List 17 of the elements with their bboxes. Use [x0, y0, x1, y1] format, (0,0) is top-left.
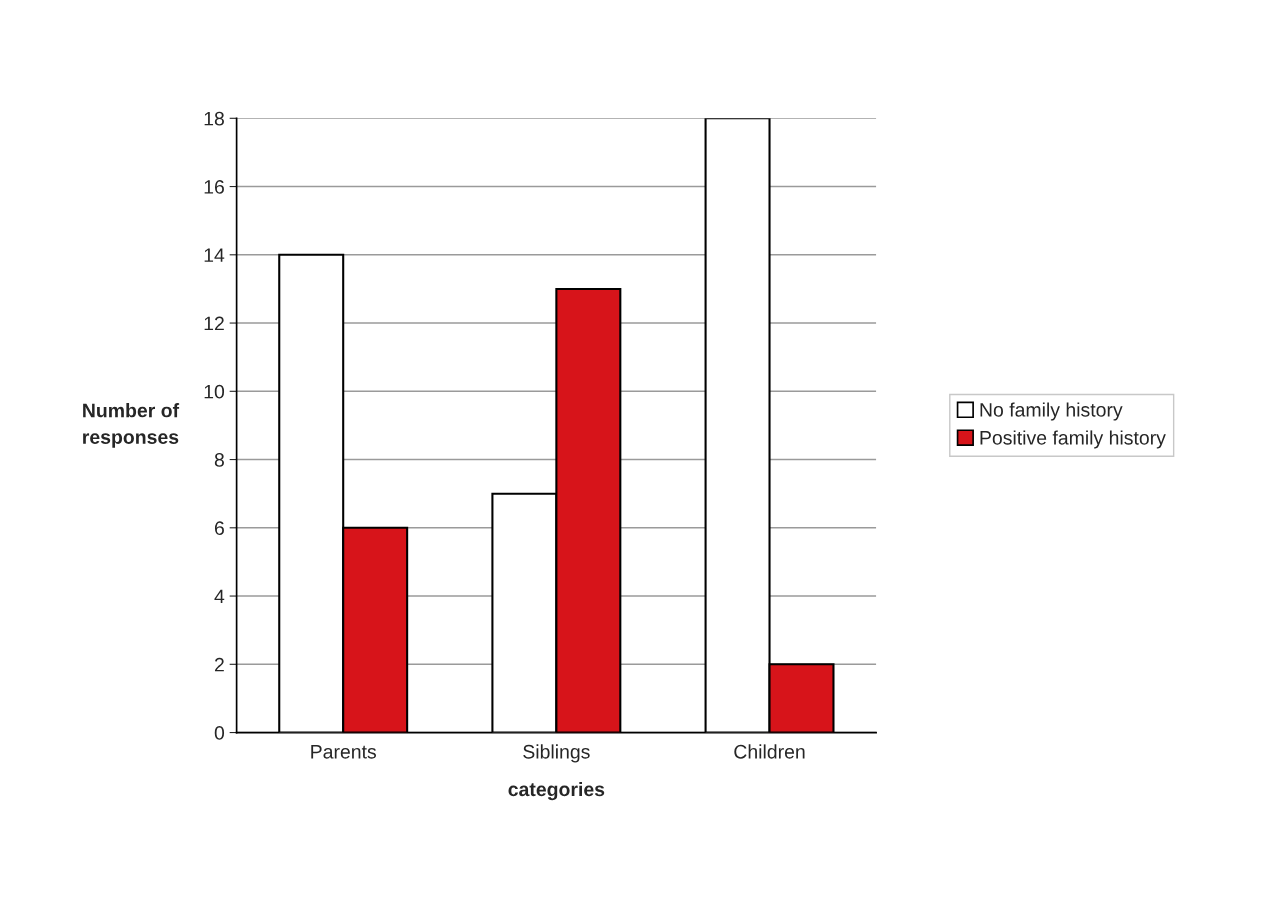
y-axis-title: Number of responses [83, 403, 180, 448]
y-tick-label: 6 [214, 521, 224, 536]
y-tick-label: 0 [214, 726, 225, 740]
y-tick-label: 18 [204, 111, 224, 126]
x-tick-label: Children [734, 744, 805, 759]
legend-label: No family history [980, 402, 1123, 421]
x-axis-title: categories [508, 781, 605, 801]
y-tick-label: 16 [204, 180, 224, 194]
y-tick-label: 12 [204, 316, 224, 331]
y-tick-label: 8 [214, 453, 224, 467]
x-tick-label: Parents [311, 745, 376, 759]
y-tick-label: 10 [204, 384, 225, 399]
y-tick-label: 14 [204, 248, 225, 262]
y-tick-label: 4 [214, 589, 225, 604]
legend-label: Positive family history [980, 430, 1166, 449]
y-tick-label: 2 [214, 657, 224, 672]
x-tick-label: Siblings [523, 744, 590, 763]
